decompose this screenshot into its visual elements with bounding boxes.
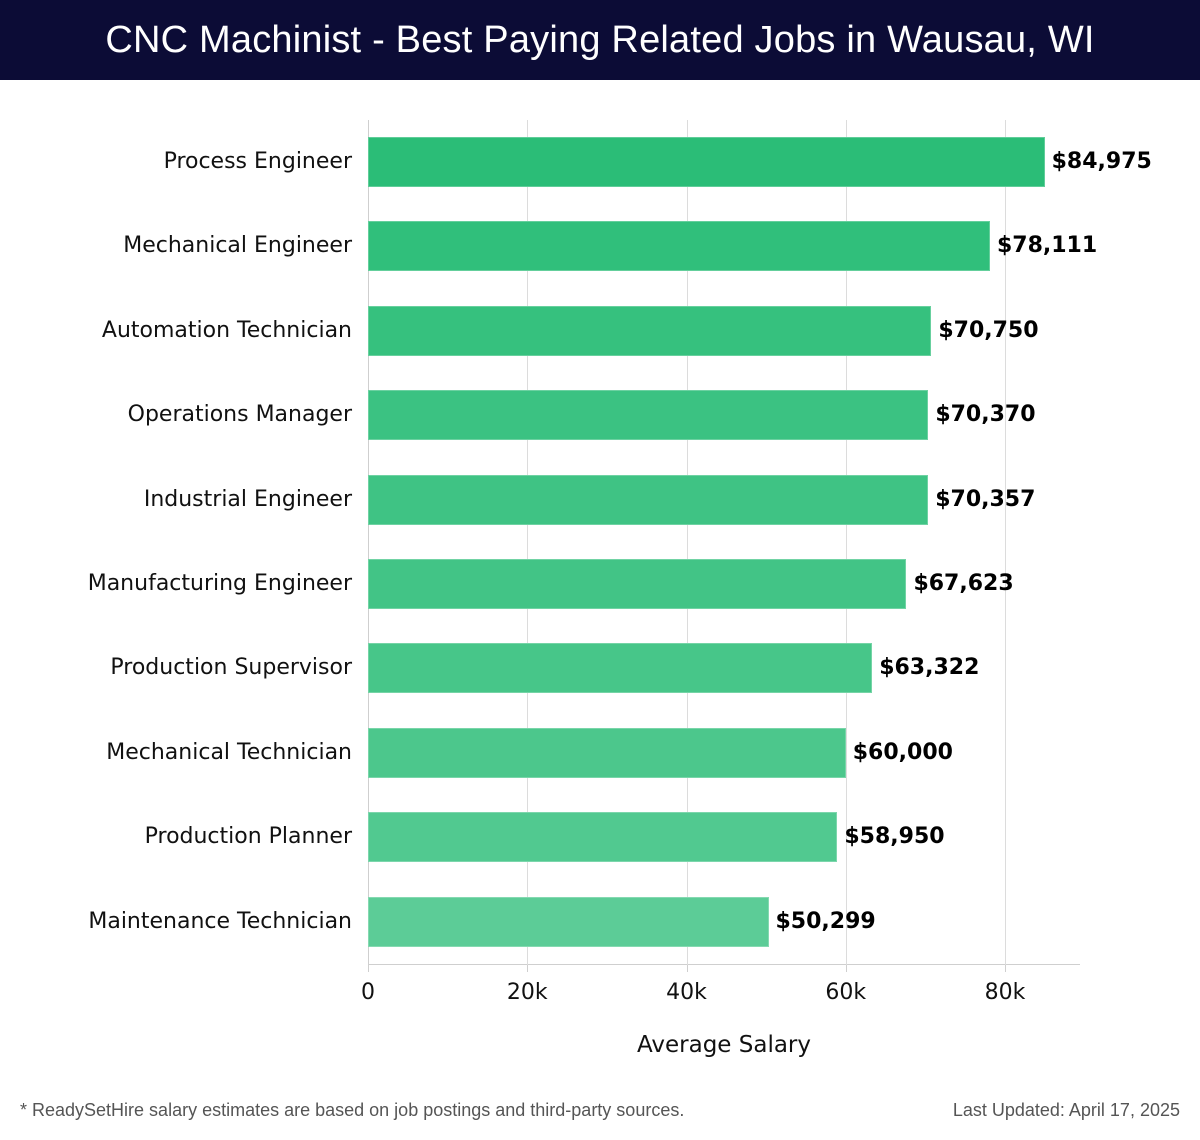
salary-bar[interactable]: [368, 306, 932, 356]
bar-row: Mechanical Engineer $78,111: [0, 221, 1200, 271]
value-label: $84,975: [1051, 149, 1152, 174]
value-label: $50,299: [775, 909, 876, 934]
chart-title-banner: CNC Machinist - Best Paying Related Jobs…: [0, 0, 1200, 80]
footnote: * ReadySetHire salary estimates are base…: [20, 1100, 685, 1120]
value-label: $70,750: [938, 318, 1039, 343]
category-label: Manufacturing Engineer: [87, 571, 352, 596]
category-label: Operations Manager: [127, 402, 352, 427]
salary-bar[interactable]: [368, 137, 1045, 187]
x-tick-label: 40k: [666, 980, 707, 1005]
x-axis-line: [368, 964, 1080, 965]
salary-bar[interactable]: [368, 559, 907, 609]
x-tick-label: 0: [361, 980, 375, 1005]
bar-row: Mechanical Technician $60,000: [0, 728, 1200, 778]
value-label: $60,000: [852, 740, 953, 765]
bar-row: Manufacturing Engineer $67,623: [0, 559, 1200, 609]
category-label: Production Planner: [144, 824, 352, 849]
category-label: Mechanical Technician: [106, 740, 352, 765]
value-label: $58,950: [844, 824, 945, 849]
value-label: $70,357: [935, 487, 1036, 512]
x-tick-mark: [1005, 965, 1006, 972]
value-label: $70,370: [935, 402, 1036, 427]
x-tick-label: 80k: [984, 980, 1026, 1005]
salary-bar[interactable]: [368, 728, 846, 778]
bar-row: Production Supervisor $63,322: [0, 643, 1200, 693]
bar-row: Process Engineer $84,975: [0, 137, 1200, 187]
salary-bar[interactable]: [368, 812, 838, 862]
salary-bar[interactable]: [368, 475, 929, 525]
bar-row: Production Planner $58,950: [0, 812, 1200, 862]
category-label: Production Supervisor: [110, 655, 352, 680]
bar-row: Automation Technician $70,750: [0, 306, 1200, 356]
plot-area: [368, 120, 1080, 972]
salary-bar[interactable]: [368, 643, 873, 693]
x-axis-title: Average Salary: [636, 1032, 812, 1058]
category-label: Industrial Engineer: [143, 487, 352, 512]
bar-row: Industrial Engineer $70,357: [0, 475, 1200, 525]
x-tick-mark: [845, 965, 847, 972]
category-label: Mechanical Engineer: [123, 233, 352, 258]
value-label: $78,111: [996, 233, 1098, 258]
y-axis-line: [368, 120, 369, 972]
x-tick-label: 60k: [825, 980, 867, 1005]
value-label: $63,322: [879, 655, 980, 680]
gridline: [1005, 120, 1006, 965]
chart-title: CNC Machinist - Best Paying Related Jobs…: [105, 18, 1095, 61]
category-label: Maintenance Technician: [88, 909, 352, 934]
bar-row: Operations Manager $70,370: [0, 390, 1200, 440]
value-label: $67,623: [913, 571, 1014, 596]
last-updated: Last Updated: April 17, 2025: [952, 1100, 1180, 1120]
salary-bar[interactable]: [368, 897, 769, 947]
x-tick-mark: [686, 965, 688, 972]
x-tick-mark: [368, 965, 369, 972]
gridline: [686, 120, 688, 965]
salary-bar[interactable]: [368, 221, 990, 271]
x-tick-mark: [527, 965, 529, 972]
gridline: [527, 120, 529, 965]
gridline: [845, 120, 847, 965]
bar-row: Maintenance Technician $50,299: [0, 897, 1200, 947]
salary-bar[interactable]: [368, 390, 929, 440]
category-label: Process Engineer: [163, 149, 352, 174]
x-tick-label: 20k: [506, 980, 548, 1005]
category-label: Automation Technician: [101, 318, 352, 343]
